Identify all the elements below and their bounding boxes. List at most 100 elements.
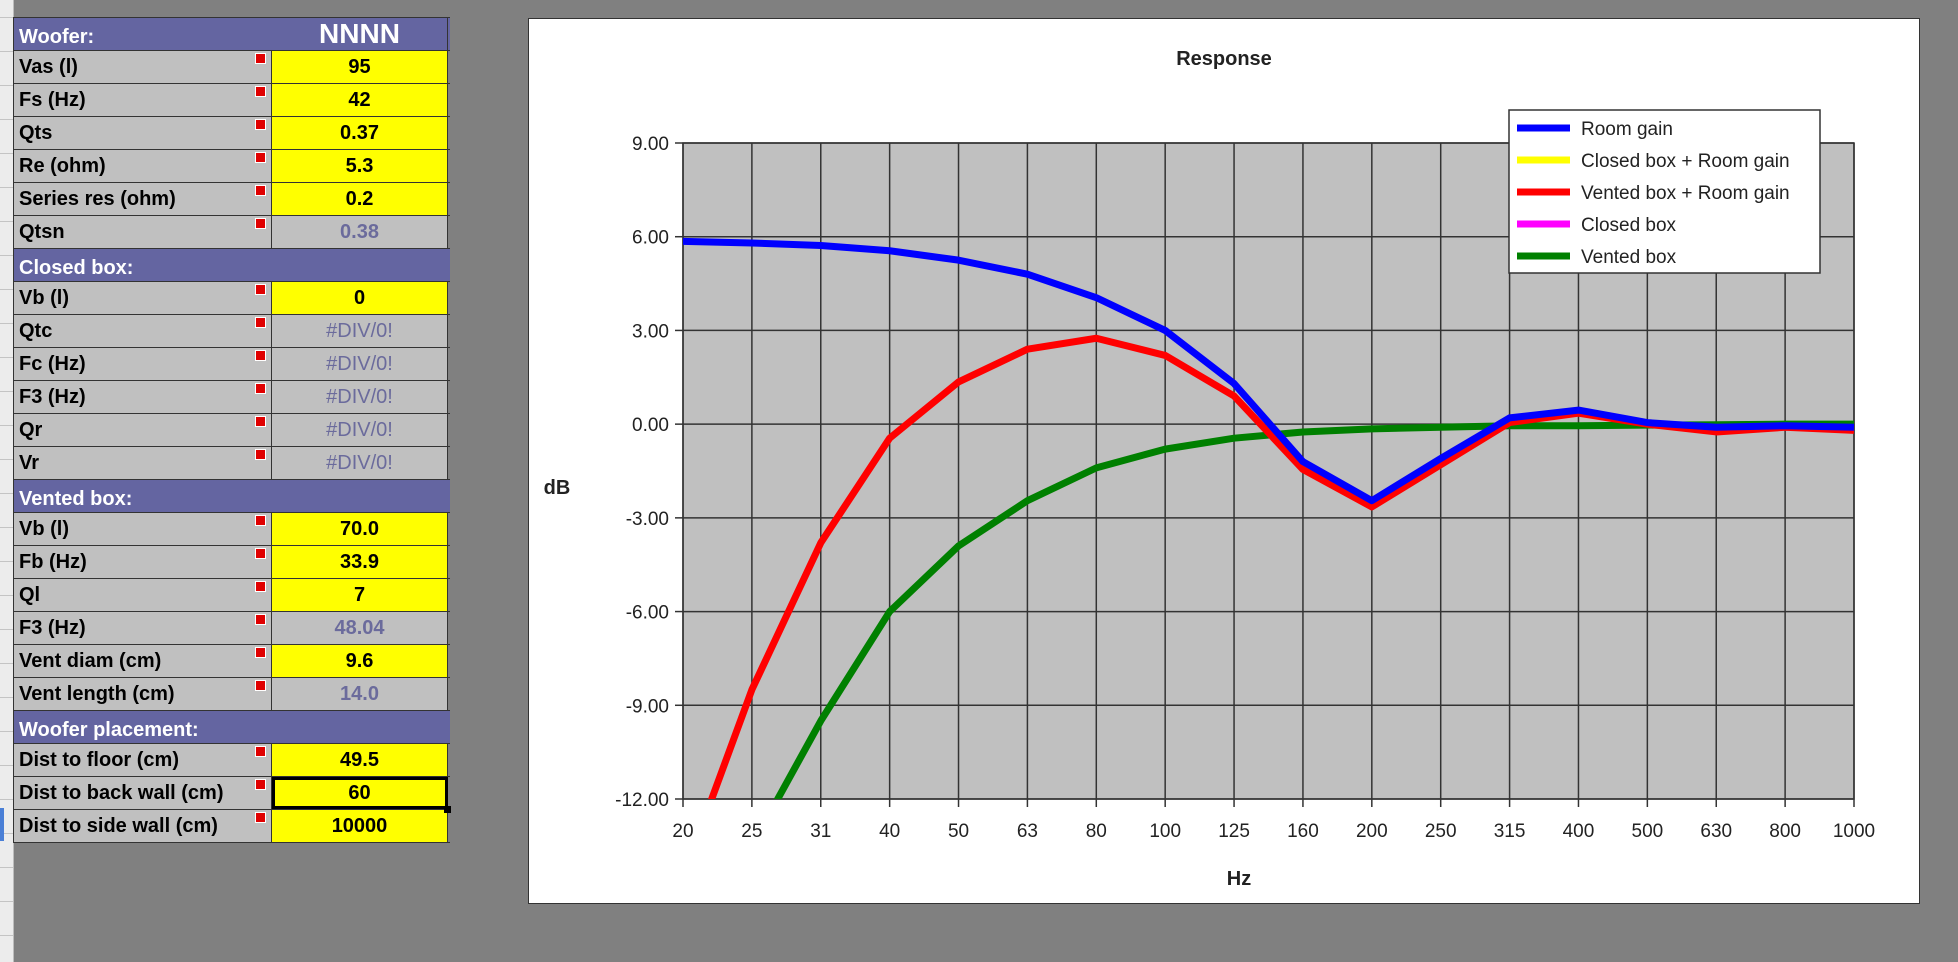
woofer-param-label-cell[interactable]: Fs (Hz) [14, 84, 272, 116]
row-gutter-tick [0, 867, 13, 868]
comment-marker-icon[interactable] [255, 779, 266, 790]
vented-box-param-row: F3 (Hz) 48.04 [14, 612, 450, 645]
woofer-param-value-cell[interactable]: 42 [272, 84, 448, 116]
placement-param-label-cell[interactable]: Dist to back wall (cm) [14, 777, 272, 809]
legend-entry: Room gain [1581, 119, 1673, 140]
placement-param-value-cell[interactable]: 10000 [272, 810, 448, 842]
placement-param-label-cell[interactable]: Dist to side wall (cm) [14, 810, 272, 842]
comment-marker-icon[interactable] [255, 812, 266, 823]
vented-box-param-value-cell[interactable]: 70.0 [272, 513, 448, 545]
comment-marker-icon[interactable] [255, 647, 266, 658]
woofer-header-label[interactable]: Woofer: [19, 25, 95, 48]
x-tick-label: 630 [1700, 821, 1732, 842]
vented-box-param-value-cell[interactable]: 33.9 [272, 546, 448, 578]
row-gutter-tick [0, 459, 13, 460]
placement-param-row: Dist to floor (cm) 49.5 [14, 744, 450, 777]
placement-header-label[interactable]: Woofer placement: [19, 718, 199, 741]
vented-box-param-label: Vent diam (cm) [19, 649, 162, 672]
comment-marker-icon[interactable] [255, 53, 266, 64]
comment-marker-icon[interactable] [255, 152, 266, 163]
row-gutter-tick [0, 935, 13, 936]
closed-box-param-label-cell[interactable]: Qr [14, 414, 272, 446]
comment-marker-icon[interactable] [255, 515, 266, 526]
vented-box-param-label-cell[interactable]: Vb (l) [14, 513, 272, 545]
comment-marker-icon[interactable] [255, 449, 266, 460]
comment-marker-icon[interactable] [255, 86, 266, 97]
vented-box-param-value-cell[interactable]: 14.0 [272, 678, 448, 710]
response-chart[interactable]: 9.00 6.00 3.00 0.00 -3.00 -6.00 -9.00 -12.00 20 2… [528, 18, 1920, 904]
closed-box-param-value-cell[interactable]: #DIV/0! [272, 414, 448, 446]
woofer-param-value-cell[interactable]: 0.38 [272, 216, 448, 248]
vented-box-param-label-cell[interactable]: F3 (Hz) [14, 612, 272, 644]
woofer-param-value-cell[interactable]: 0.37 [272, 117, 448, 149]
woofer-param-value-cell[interactable]: 5.3 [272, 150, 448, 182]
comment-marker-icon[interactable] [255, 416, 266, 427]
woofer-param-label-cell[interactable]: Re (ohm) [14, 150, 272, 182]
placement-param-value-cell[interactable]: 49.5 [272, 744, 448, 776]
legend-entry: Vented box + Room gain [1581, 183, 1790, 204]
comment-marker-icon[interactable] [255, 746, 266, 757]
woofer-param-label: Series res (ohm) [19, 187, 176, 210]
placement-param-value-cell[interactable]: 60 [272, 777, 451, 813]
row-gutter-tick [0, 153, 13, 154]
closed-box-header-label[interactable]: Closed box: [19, 256, 134, 279]
closed-box-param-value-cell[interactable]: #DIV/0! [272, 447, 448, 479]
comment-marker-icon[interactable] [255, 317, 266, 328]
closed-box-param-row: Vr #DIV/0! [14, 447, 450, 480]
legend-entry: Closed box [1581, 215, 1677, 236]
woofer-param-value-cell[interactable]: 95 [272, 51, 448, 83]
woofer-rows: Vas (l) 95 Fs (Hz) 42 Qts 0.37 Re (ohm) 5.3 Seri… [14, 51, 450, 249]
row-gutter-tick [0, 765, 13, 766]
y-tick-label: -3.00 [626, 509, 669, 530]
placement-param-label-cell[interactable]: Dist to floor (cm) [14, 744, 272, 776]
placement-param-label: Dist to back wall (cm) [19, 781, 224, 804]
closed-box-param-value-cell[interactable]: #DIV/0! [272, 348, 448, 380]
vented-box-param-value-cell[interactable]: 48.04 [272, 612, 448, 644]
row-gutter-tick [0, 51, 13, 52]
closed-box-param-value-cell[interactable]: 0 [272, 282, 448, 314]
woofer-model-cell[interactable]: NNNN [272, 18, 448, 50]
vented-box-param-label-cell[interactable]: Fb (Hz) [14, 546, 272, 578]
row-gutter-tick [0, 799, 13, 800]
comment-marker-icon[interactable] [255, 581, 266, 592]
x-tick-label: 100 [1149, 821, 1181, 842]
woofer-param-label-cell[interactable]: Series res (ohm) [14, 183, 272, 215]
placement-rows: Dist to floor (cm) 49.5 Dist to back wall … [14, 744, 451, 843]
closed-box-param-label-cell[interactable]: Qtc [14, 315, 272, 347]
woofer-param-value-cell[interactable]: 0.2 [272, 183, 448, 215]
x-tick-label: 31 [810, 821, 831, 842]
woofer-param-label-cell[interactable]: Qts [14, 117, 272, 149]
row-gutter-tick [0, 697, 13, 698]
closed-box-param-value-cell[interactable]: #DIV/0! [272, 381, 448, 413]
closed-box-param-label-cell[interactable]: Vb (l) [14, 282, 272, 314]
comment-marker-icon[interactable] [255, 119, 266, 130]
woofer-param-label-cell[interactable]: Vas (l) [14, 51, 272, 83]
vented-box-param-value-cell[interactable]: 9.6 [272, 645, 448, 677]
vented-box-param-label-cell[interactable]: Vent diam (cm) [14, 645, 272, 677]
vented-box-header-label[interactable]: Vented box: [19, 487, 133, 510]
closed-box-param-label-cell[interactable]: Fc (Hz) [14, 348, 272, 380]
y-axis-label: dB [544, 477, 571, 499]
comment-marker-icon[interactable] [255, 284, 266, 295]
vented-box-rows: Vb (l) 70.0 Fb (Hz) 33.9 Ql 7 F3 (Hz) 48.04 Vent… [14, 513, 450, 711]
comment-marker-icon[interactable] [255, 680, 266, 691]
closed-box-param-label-cell[interactable]: Vr [14, 447, 272, 479]
comment-marker-icon[interactable] [255, 185, 266, 196]
woofer-param-label-cell[interactable]: Qtsn [14, 216, 272, 248]
comment-marker-icon[interactable] [255, 614, 266, 625]
comment-marker-icon[interactable] [255, 350, 266, 361]
comment-marker-icon[interactable] [255, 218, 266, 229]
vented-box-param-value-cell[interactable]: 7 [272, 579, 448, 611]
y-tick-label: 6.00 [632, 228, 669, 249]
x-tick-label: 63 [1017, 821, 1038, 842]
vented-box-param-label-cell[interactable]: Ql [14, 579, 272, 611]
vented-box-param-label-cell[interactable]: Vent length (cm) [14, 678, 272, 710]
woofer-param-label: Vas (l) [19, 55, 78, 78]
x-axis-label: Hz [1227, 868, 1251, 890]
x-tick-label: 40 [879, 821, 900, 842]
comment-marker-icon[interactable] [255, 548, 266, 559]
comment-marker-icon[interactable] [255, 383, 266, 394]
closed-box-param-label-cell[interactable]: F3 (Hz) [14, 381, 272, 413]
closed-box-param-value-cell[interactable]: #DIV/0! [272, 315, 448, 347]
